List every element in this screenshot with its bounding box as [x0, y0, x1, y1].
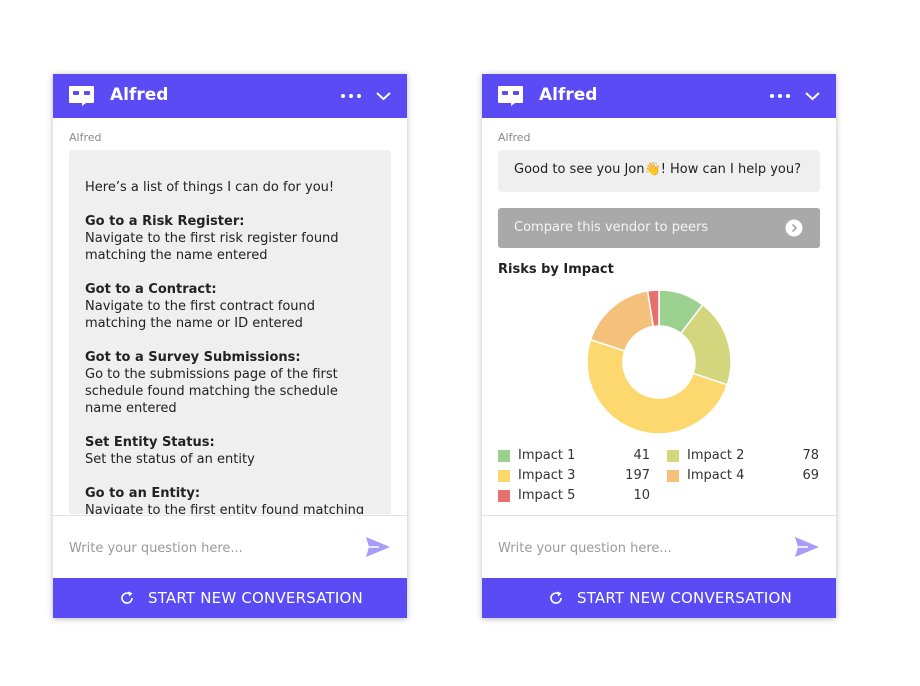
header-title: Alfred — [539, 85, 598, 105]
start-new-conversation-label: START NEW CONVERSATION — [577, 589, 792, 607]
command-title: Got to a Survey Submissions: — [85, 350, 301, 365]
command-item: Go to a Risk Register: Navigate to the f… — [85, 213, 375, 264]
chat-header: Alfred — [53, 74, 407, 118]
question-input-area — [53, 516, 407, 578]
message-bubble: Here’s a list of things I can do for you… — [69, 150, 391, 514]
legend-item-impact-1: Impact 1 41 — [498, 448, 650, 464]
more-options-icon[interactable] — [769, 90, 791, 102]
legend-label: Impact 4 — [687, 468, 745, 483]
sender-label: Alfred — [69, 131, 102, 144]
legend-value: 69 — [802, 468, 819, 483]
chevron-down-icon[interactable] — [375, 89, 392, 103]
send-icon[interactable] — [794, 536, 820, 558]
command-title: Go to an Entity: — [85, 486, 201, 501]
greeting-text: Good to see you Jon — [514, 162, 645, 177]
command-description: Navigate to the first risk register foun… — [85, 231, 339, 263]
legend-item-impact-5: Impact 5 10 — [498, 488, 650, 504]
message-scroll-area[interactable]: Here’s a list of things I can do for you… — [69, 150, 391, 514]
legend-value: 10 — [633, 488, 650, 503]
command-description: Navigate to the first entity found match… — [85, 503, 365, 514]
question-input[interactable] — [69, 536, 349, 560]
legend-item-impact-3: Impact 3 197 — [498, 468, 650, 484]
question-input-area — [482, 516, 836, 578]
arrow-right-circle-icon — [785, 219, 803, 237]
send-icon[interactable] — [365, 536, 391, 558]
command-item: Go to an Entity: Navigate to the first e… — [85, 485, 375, 514]
legend-swatch — [498, 450, 510, 462]
command-item: Got to a Contract: Navigate to the first… — [85, 281, 375, 332]
chevron-down-icon[interactable] — [804, 89, 821, 103]
legend-value: 41 — [633, 448, 650, 463]
chat-panel-commands: Alfred Alfred Here’s a list of things I … — [53, 74, 407, 618]
legend-label: Impact 1 — [518, 448, 576, 463]
command-title: Set Entity Status: — [85, 435, 215, 450]
donut-slice-impact-3 — [586, 338, 729, 435]
more-options-icon[interactable] — [340, 90, 362, 102]
legend-item-impact-4: Impact 4 69 — [667, 468, 819, 484]
chat-panel-chart: Alfred Alfred Good to see you Jon👋! How … — [482, 74, 836, 618]
command-title: Go to a Risk Register: — [85, 214, 245, 229]
question-input[interactable] — [498, 536, 778, 560]
donut-chart — [586, 289, 732, 435]
start-new-conversation-button[interactable]: START NEW CONVERSATION — [53, 578, 407, 618]
bot-icon — [69, 86, 94, 106]
chart-title: Risks by Impact — [498, 262, 614, 277]
sender-label: Alfred — [498, 131, 531, 144]
greeting-bubble: Good to see you Jon👋! How can I help you… — [498, 150, 820, 192]
waving-hand-icon: 👋 — [644, 162, 661, 177]
legend-swatch — [667, 470, 679, 482]
legend-swatch — [498, 490, 510, 502]
command-item: Got to a Survey Submissions: Go to the s… — [85, 349, 375, 417]
message-intro: Here’s a list of things I can do for you… — [85, 180, 335, 195]
command-description: Navigate to the first contract found mat… — [85, 299, 316, 331]
input-divider — [53, 515, 407, 516]
command-item: Set Entity Status: Set the status of an … — [85, 434, 375, 468]
legend-value: 197 — [625, 468, 650, 483]
donut-slice-impact-5 — [646, 289, 660, 328]
legend-swatch — [667, 450, 679, 462]
legend-item-impact-2: Impact 2 78 — [667, 448, 819, 464]
compare-vendor-button[interactable]: Compare this vendor to peers — [498, 208, 820, 248]
refresh-icon — [121, 591, 133, 604]
bot-icon — [498, 86, 523, 106]
chat-header: Alfred — [482, 74, 836, 118]
compare-vendor-label: Compare this vendor to peers — [514, 220, 709, 235]
donut-slice-impact-4 — [589, 290, 655, 352]
start-new-conversation-label: START NEW CONVERSATION — [148, 589, 363, 607]
input-divider — [482, 515, 836, 516]
legend-label: Impact 3 — [518, 468, 576, 483]
command-title: Got to a Contract: — [85, 282, 217, 297]
legend-value: 78 — [802, 448, 819, 463]
start-new-conversation-button[interactable]: START NEW CONVERSATION — [482, 578, 836, 618]
header-title: Alfred — [110, 85, 169, 105]
legend-swatch — [498, 470, 510, 482]
command-description: Go to the submissions page of the first … — [85, 367, 338, 416]
command-description: Set the status of an entity — [85, 452, 255, 467]
greeting-text-end: ! How can I help you? — [660, 162, 801, 177]
legend-label: Impact 2 — [687, 448, 745, 463]
refresh-icon — [550, 591, 562, 604]
legend-label: Impact 5 — [518, 488, 576, 503]
